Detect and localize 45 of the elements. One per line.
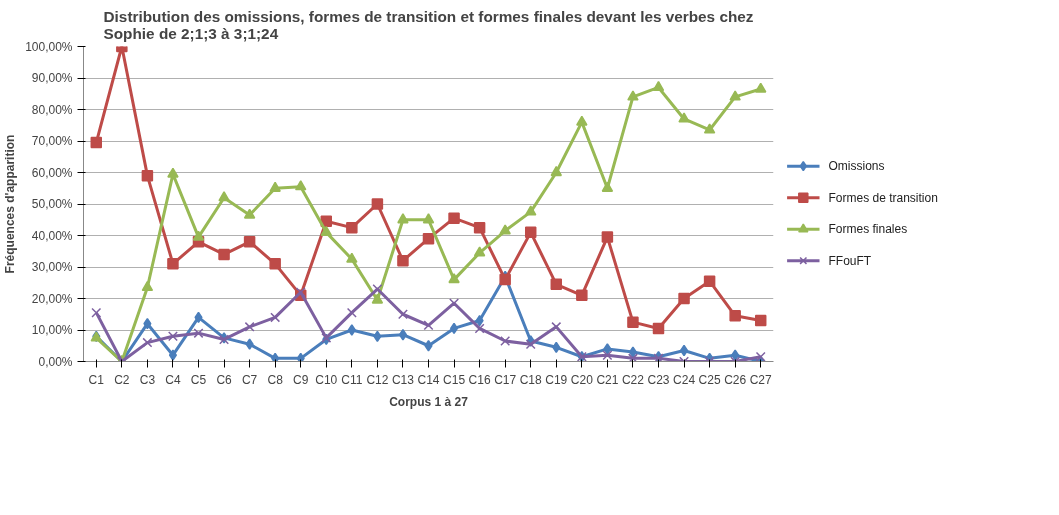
y-tick-label: 50,00% [31,197,73,211]
x-tick-label: C6 [216,372,233,387]
x-tick-label: C11 [341,372,363,387]
legend-label: FFouFT [828,253,872,268]
x-tick-label: C23 [647,372,670,387]
legend-label: Omissions [828,159,885,174]
x-tick-label: C4 [165,372,181,387]
y-tick-label: 30,00% [31,260,73,274]
y-tick-label: 100,00% [25,39,73,54]
x-tick-label: C24 [673,372,696,387]
x-tick-label: C10 [315,372,338,387]
x-tick-label: C2 [114,372,130,387]
x-tick-label: C16 [468,372,491,387]
x-tick-label: C15 [443,372,466,387]
x-tick-label: C27 [749,372,773,387]
legend-label: Formes de transition [828,190,938,205]
x-tick-label: C14 [417,372,440,387]
x-tick-label: C17 [494,372,517,387]
x-tick-label: C5 [190,372,207,387]
x-tick-label: C26 [724,372,747,387]
chart-title: Distribution des omissions, formes de transition et formes finales devant les verbes chez Sophie de 2;1;3 à 3;1;24 [103,7,754,42]
x-tick-label: C25 [698,372,721,387]
x-tick-label: C22 [621,372,645,387]
x-tick-label: C13 [391,372,415,387]
y-tick-label: 10,00% [31,323,73,337]
y-tick-label: 0,00% [38,354,73,369]
legend-label: Formes finales [828,222,908,237]
y-tick-label: 80,00% [31,102,73,117]
y-tick-label: 60,00% [31,165,73,180]
x-tick-label: C21 [596,372,619,387]
x-tick-label: C19 [545,372,568,387]
y-axis-title: Fréquences d'apparition [3,134,18,274]
y-tick-label: 40,00% [31,228,73,243]
y-tick-label: 20,00% [31,291,73,306]
x-tick-label: C20 [570,372,594,387]
x-tick-label: C12 [366,372,389,387]
x-tick-label: C7 [241,372,258,387]
x-tick-label: C9 [293,372,309,387]
x-tick-label: C8 [267,372,284,387]
x-tick-label: C18 [519,372,543,387]
x-tick-label: C3 [139,372,156,387]
y-tick-label: 90,00% [31,71,73,85]
x-axis-title: Corpus 1 à 27 [389,394,469,409]
y-tick-label: 70,00% [31,134,73,148]
x-tick-label: C1 [88,372,105,387]
